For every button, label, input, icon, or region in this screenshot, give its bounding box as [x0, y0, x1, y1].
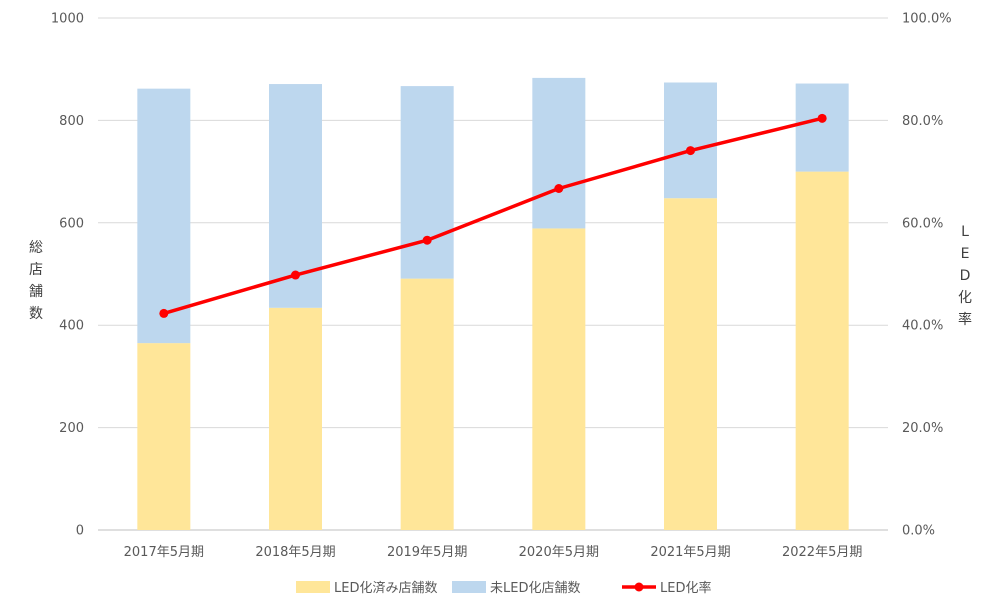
y-right-tick-label: 20.0% [902, 421, 943, 436]
axis-title-char: 化 [958, 290, 972, 306]
y-left-tick-label: 0 [76, 524, 84, 539]
bar-led-converted [137, 343, 191, 530]
y-right-tick-label: 60.0% [902, 216, 943, 231]
led-rate-point [554, 183, 564, 193]
legend-marker [634, 582, 644, 592]
x-tick-label: 2021年5月期 [650, 545, 730, 560]
legend: LED化済み店舗数 未LED化店舗数 LED化率 [296, 580, 711, 596]
axis-title-char: D [960, 268, 971, 284]
x-tick-label: 2020年5月期 [519, 545, 599, 560]
x-tick-label: 2017年5月期 [124, 545, 204, 560]
led-rate-point [686, 146, 695, 156]
led-rate-point [817, 113, 827, 123]
led-rate-point [159, 308, 169, 318]
led-rate-point [422, 235, 432, 245]
bar-not-converted [532, 77, 586, 229]
y-right-tick-label: 0.0% [902, 524, 935, 539]
legend-item: LED化済み店舗数 [296, 580, 437, 596]
legend-label: LED化済み店舗数 [334, 580, 437, 596]
y-right-tick-label: 40.0% [902, 319, 943, 334]
tick-labels: 0 0.0% 200 20.0% 400 40.0% 600 60.0% 800 80.0% 100… [51, 12, 952, 561]
axis-title-char: 率 [958, 311, 972, 328]
axis-title-char: E [961, 246, 970, 262]
axis-title-char: 店 [29, 262, 43, 278]
bar-not-converted [664, 82, 717, 199]
axis-title-char: 舗 [29, 284, 43, 300]
bar-led-converted [795, 171, 849, 530]
y-right-tick-label: 100.0% [902, 12, 952, 27]
bar-not-converted [400, 86, 454, 279]
y-right-tick-label: 80.0% [902, 114, 943, 129]
led-rate-point [291, 270, 300, 280]
x-tick-label: 2019年5月期 [387, 545, 467, 560]
y-left-tick-label: 1000 [51, 12, 84, 27]
bar-not-converted [795, 83, 849, 172]
led-rate-line [163, 116, 823, 316]
legend-swatch [296, 581, 330, 593]
y-left-tick-label: 600 [59, 216, 84, 231]
axis-title-char: 総 [29, 240, 43, 256]
axis-title-char: L [961, 224, 969, 240]
legend-item: 未LED化店舗数 [452, 581, 580, 596]
bar-led-converted [532, 228, 586, 530]
bar-not-converted [137, 88, 191, 344]
gridlines [98, 17, 888, 531]
legend-label: LED化率 [660, 580, 711, 596]
bar-led-converted [664, 198, 717, 530]
bars [137, 77, 849, 530]
bar-led-converted [400, 278, 454, 530]
x-tick-label: 2022年5月期 [782, 545, 862, 560]
bar-led-converted [269, 307, 322, 530]
y-right-axis-title: LED化率 [958, 224, 972, 328]
legend-item: LED化率 [622, 580, 711, 596]
y-left-tick-label: 800 [59, 114, 84, 129]
line-series [159, 113, 827, 318]
legend-swatch [452, 581, 486, 593]
x-tick-label: 2018年5月期 [255, 545, 335, 560]
legend-label: 未LED化店舗数 [490, 581, 580, 596]
y-left-tick-label: 400 [59, 319, 84, 334]
axis-title-char: 数 [29, 306, 43, 322]
y-left-tick-label: 200 [59, 421, 84, 436]
